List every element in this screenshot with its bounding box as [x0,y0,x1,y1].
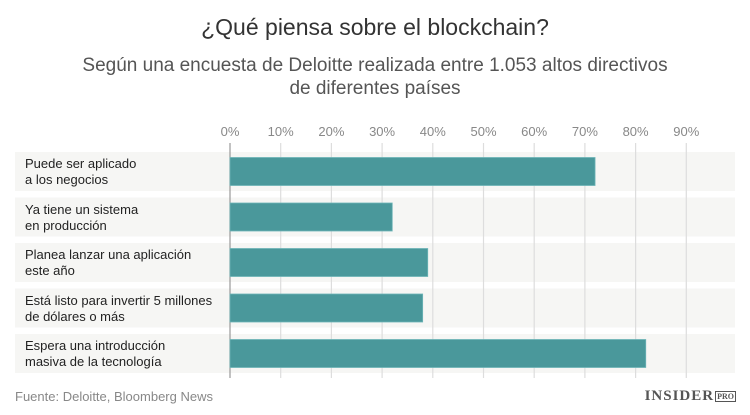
category-label: Puede ser aplicado a los negocios [25,156,225,188]
insider-pro-logo: INSIDER PRO [645,388,736,405]
bar [229,339,647,368]
x-tick-label: 10% [268,124,294,139]
category-label-line: de dólares o más [25,308,125,324]
x-tick-label: 40% [420,124,446,139]
category-label-line: a los negocios [25,172,109,187]
source-note: Fuente: Deloitte, Bloomberg News [15,389,213,404]
x-tick-label: 80% [623,124,649,139]
category-label-line: Está listo para invertir 5 millones [25,292,213,308]
category-label-line: Ya tiene un sistema [25,201,139,217]
chart-title: ¿Qué piensa sobre el blockchain? [201,14,549,40]
category-label-line: Planea lanzar una aplicación [25,247,192,262]
category-label: Planea lanzar una aplicación este año [25,247,225,279]
category-label: Ya tiene un sistema en producción [25,202,225,234]
bar [229,293,424,323]
category-label-line: Puede ser aplicado [25,156,137,171]
category-label-line: masiva de la tecnología [25,354,162,369]
chart-subtitle: Según una encuesta de Deloitte realizada… [82,55,668,99]
x-tick-label: 30% [369,124,395,139]
x-tick-label: 60% [521,124,547,139]
x-tick-label: 50% [470,124,496,139]
category-label: Espera una introducción masiva de la tecn… [25,338,225,370]
x-tick-label: 0% [221,124,240,139]
category-label-line: este año [25,263,75,278]
x-tick-label: 70% [572,124,598,139]
bar [229,202,393,232]
logo-text: INSIDER [644,388,715,404]
x-tick-label: 90% [673,124,699,139]
category-label-line: Espera una introducción [25,338,166,353]
x-tick-label: 20% [318,124,344,139]
bar [229,248,429,277]
category-label-line: en producción [25,217,107,233]
logo-badge: PRO [715,391,736,403]
bar [229,157,596,186]
category-label: Está listo para invertir 5 millones de dó… [25,293,225,325]
